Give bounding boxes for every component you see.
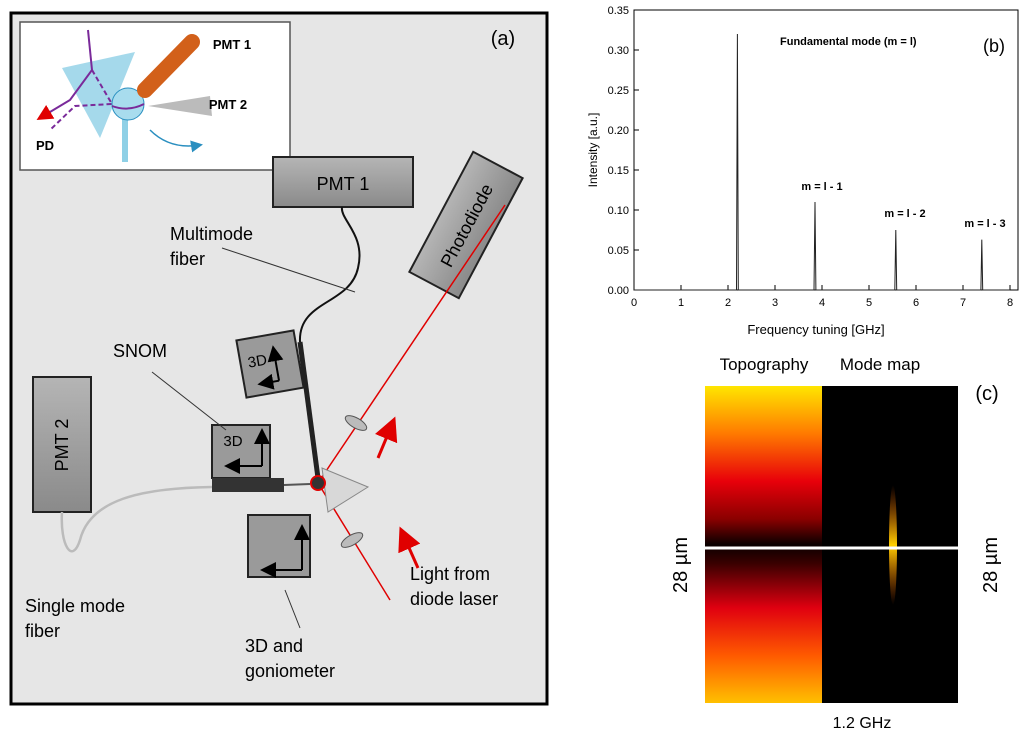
leader-line	[151, 371, 227, 431]
photodiode-box	[408, 150, 524, 300]
annotation: Multimode fiber	[170, 224, 253, 269]
scale-label: 1.2 GHz	[833, 715, 892, 732]
laser-beam	[317, 204, 506, 484]
panel-label: (a)	[491, 28, 515, 50]
annotation-line: diode laser	[410, 589, 498, 609]
inset-pmt2	[148, 96, 212, 116]
single-mode-fiber	[60, 485, 213, 553]
inset-rotation	[149, 129, 203, 153]
x-tick-label: 4	[819, 297, 825, 309]
inset-frame	[19, 21, 291, 171]
beam-arrow	[398, 526, 421, 569]
annotation: Light from diode laser	[410, 564, 498, 609]
stage	[247, 514, 311, 578]
peak-annotation: m = l - 1	[801, 181, 842, 193]
x-tick-label: 2	[725, 297, 731, 309]
leader-line	[221, 247, 356, 293]
pmt1-box	[272, 156, 414, 208]
spectrum-line	[634, 33, 1010, 291]
y-axis-label: Intensity [a.u.]	[586, 113, 600, 188]
x-tick-label: 7	[960, 297, 966, 309]
y-tick-label: 0.25	[608, 85, 629, 97]
inset-mode	[111, 103, 145, 110]
axis-arrow	[267, 345, 284, 381]
scale-label: 28 µm	[980, 537, 1002, 593]
device-label: PMT 1	[317, 174, 370, 194]
resonator	[310, 475, 326, 491]
panel-label: (b)	[983, 36, 1005, 56]
lens	[344, 415, 368, 431]
peak-annotation: Fundamental mode (m = l)	[780, 36, 917, 48]
snom-tip	[283, 483, 311, 486]
annotation: 3D and goniometer	[245, 636, 335, 681]
inset-prism	[62, 52, 135, 138]
image-label: Topography	[720, 355, 809, 374]
x-axis-label: Frequency tuning [GHz]	[747, 322, 884, 337]
panel-b: Frequency tuning [GHz] Intensity [a.u.] …	[586, 5, 1019, 337]
y-tick-label: 0.15	[608, 165, 629, 177]
image-label: Mode map	[840, 355, 920, 374]
lens	[340, 532, 364, 548]
y-tick-label: 0.20	[608, 125, 629, 137]
stage-label: 3D	[246, 352, 268, 372]
annotation-line: Single mode	[25, 596, 125, 616]
leader-line	[284, 589, 301, 629]
mode-signal	[889, 485, 897, 605]
stage-label: 3D	[223, 433, 242, 450]
x-tick-label: 8	[1007, 297, 1013, 309]
annotation-line: Light from	[410, 564, 490, 584]
annotation: SNOM	[113, 341, 167, 361]
x-tick-label: 1	[678, 297, 684, 309]
inset-label: PMT 2	[209, 97, 247, 112]
inset-beam	[36, 29, 94, 121]
annotation-line: 3D and	[245, 636, 303, 656]
inset-label: PMT 1	[213, 37, 251, 52]
axis-arrow	[257, 373, 280, 390]
fiber-holder	[297, 341, 321, 479]
annotation: Single mode fiber	[25, 596, 125, 641]
x-tick-label: 3	[772, 297, 778, 309]
y-tick-label: 0.30	[608, 45, 629, 57]
prism	[321, 467, 370, 513]
peak-annotation: m = l - 3	[964, 218, 1005, 230]
inset-beam-2	[49, 69, 114, 131]
plot-frame	[633, 9, 1019, 291]
inset-pmt1	[137, 34, 200, 98]
annotation-line: goniometer	[245, 661, 335, 681]
y-tick-label: 0.10	[608, 205, 629, 217]
snom-probe	[212, 478, 284, 492]
x-tick-label: 5	[866, 297, 872, 309]
annotation-line: fiber	[25, 621, 60, 641]
annotation-line: fiber	[170, 249, 205, 269]
scale-label: 28 µm	[670, 537, 692, 593]
annotation-line: Multimode	[170, 224, 253, 244]
stage	[235, 329, 305, 399]
inset-label: PD	[36, 138, 54, 153]
beam-arrow	[375, 416, 398, 459]
x-tick-label: 6	[913, 297, 919, 309]
peak-annotation: m = l - 2	[884, 208, 925, 220]
y-tick-label: 0.05	[608, 245, 629, 257]
y-tick-label: 0.35	[608, 5, 629, 17]
panel-label: (c)	[975, 383, 998, 405]
multimode-fiber	[298, 206, 361, 343]
device-label: PMT 2	[52, 419, 72, 472]
topography-image	[705, 386, 822, 703]
panel-c: Topography Mode map (c) 28 µm 28 µm 1.2 …	[670, 355, 1002, 732]
x-tick-label: 0	[631, 297, 637, 309]
pmt2-box	[32, 376, 92, 513]
y-tick-label: 0.00	[608, 285, 629, 297]
panel-a: PMT 1 PMT 2 PD (a) PMT 1 Photodiode PMT …	[9, 11, 549, 706]
